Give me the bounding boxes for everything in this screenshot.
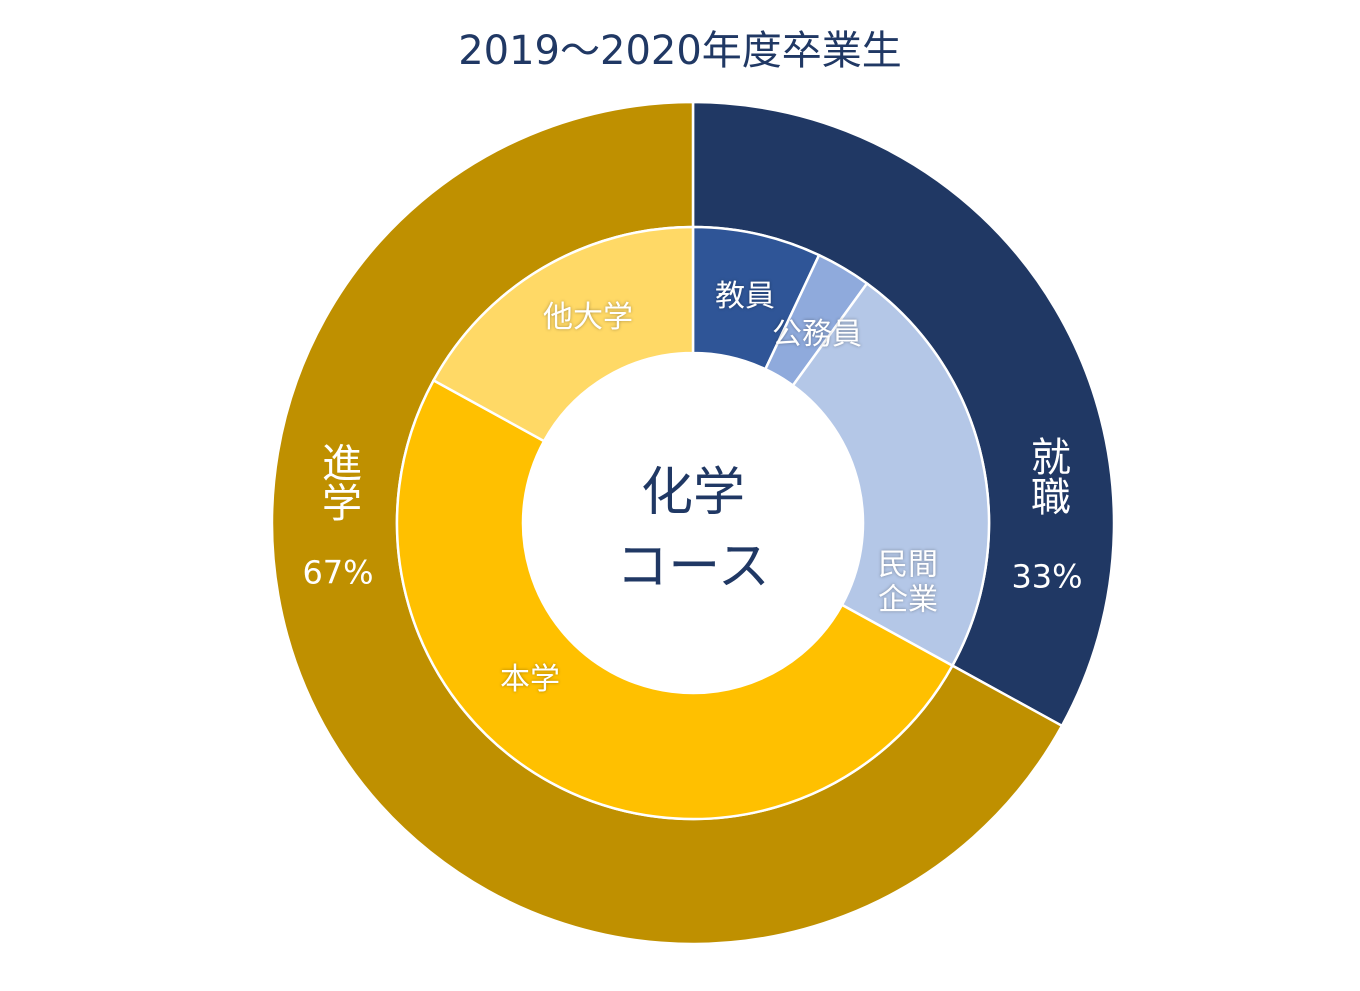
chart-title: 2019～2020年度卒業生 bbox=[458, 28, 902, 74]
inner-segment bbox=[431, 225, 695, 443]
center-label: コース bbox=[616, 537, 770, 598]
inner-segment bbox=[791, 281, 991, 668]
inner-label: 民間企業 bbox=[878, 547, 938, 617]
inner-label: 他大学 bbox=[543, 299, 633, 335]
outer-label: 就職 bbox=[1024, 436, 1070, 516]
value-label: 67% bbox=[302, 553, 374, 592]
inner-label: 公務員 bbox=[772, 316, 862, 352]
center-label: 化学 bbox=[640, 463, 746, 524]
inner-segment bbox=[395, 378, 955, 821]
outer-label: 進学 bbox=[315, 442, 361, 522]
value-label: 33% bbox=[1011, 557, 1083, 596]
inner-label: 本学 bbox=[500, 661, 560, 697]
inner-label: 教員 bbox=[715, 278, 775, 314]
